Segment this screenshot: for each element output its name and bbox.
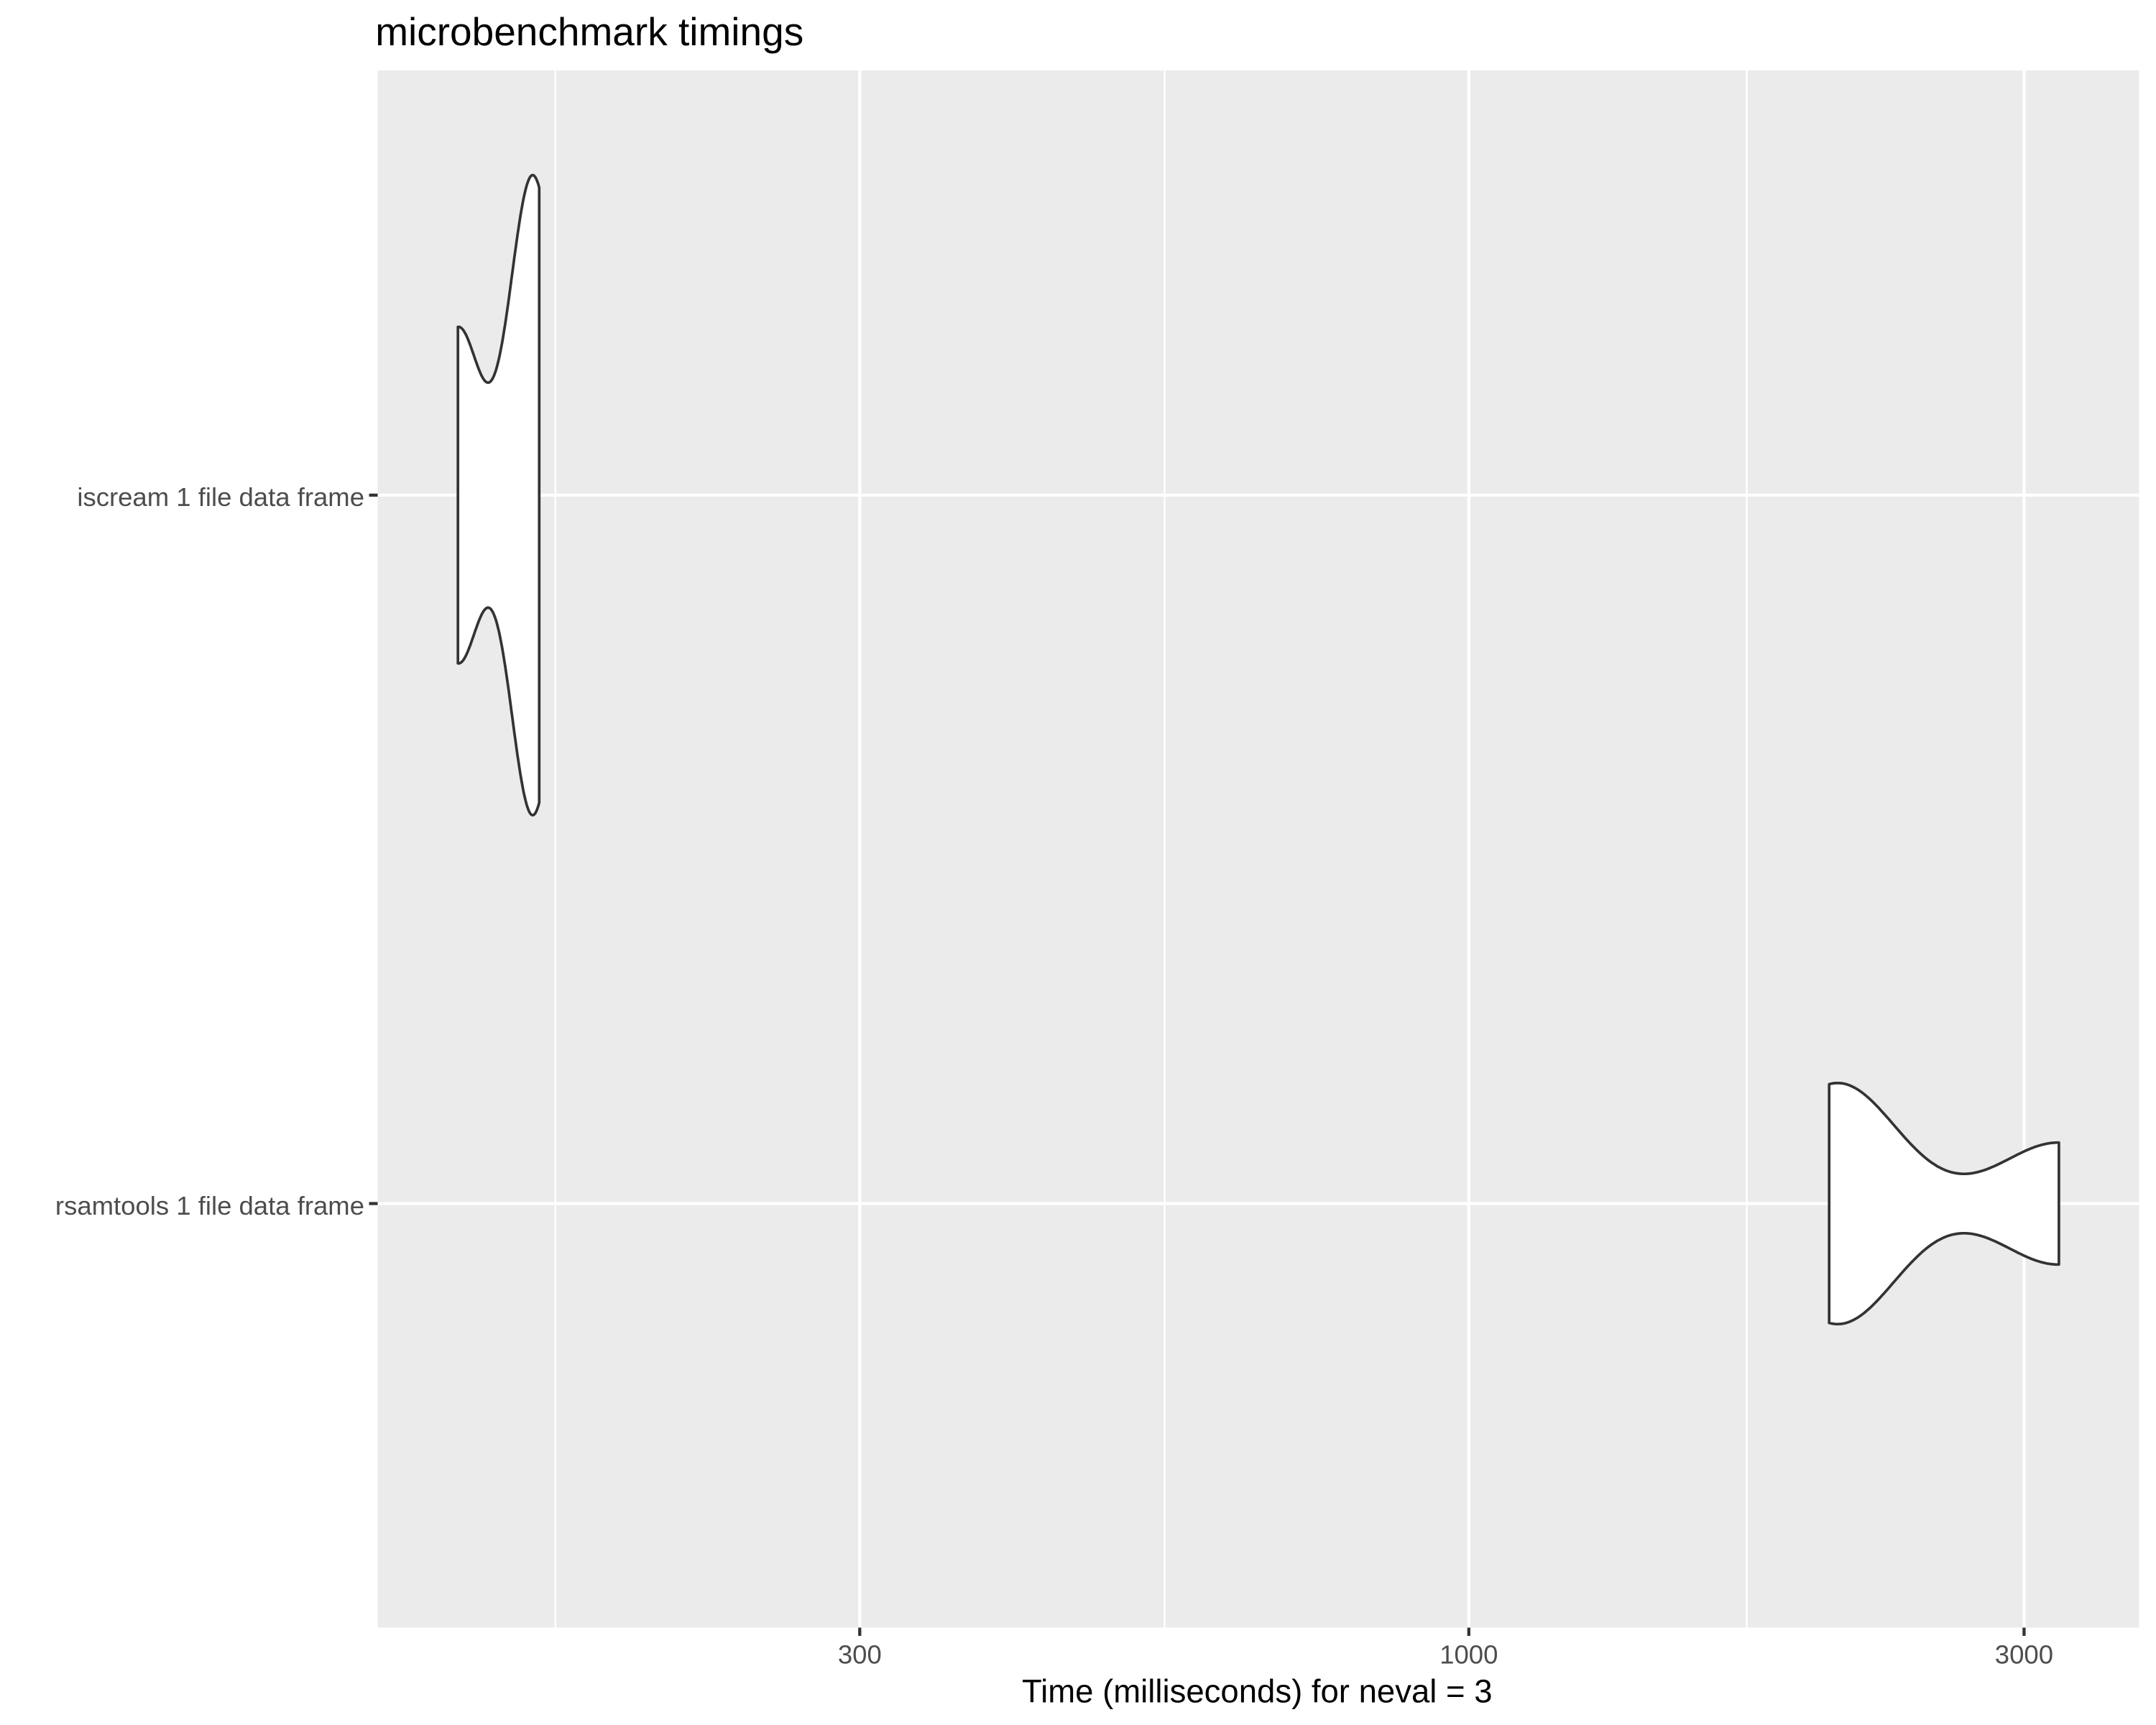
svg-text:3000: 3000	[1995, 1640, 2053, 1670]
svg-text:300: 300	[838, 1640, 882, 1670]
svg-text:microbenchmark timings: microbenchmark timings	[375, 9, 803, 54]
svg-text:rsamtools 1 file data frame: rsamtools 1 file data frame	[55, 1191, 364, 1220]
svg-text:iscream 1 file data frame: iscream 1 file data frame	[77, 482, 364, 512]
svg-text:1000: 1000	[1439, 1640, 1498, 1670]
svg-text:Time (milliseconds) for neval: Time (milliseconds) for neval = 3	[1022, 1673, 1493, 1710]
